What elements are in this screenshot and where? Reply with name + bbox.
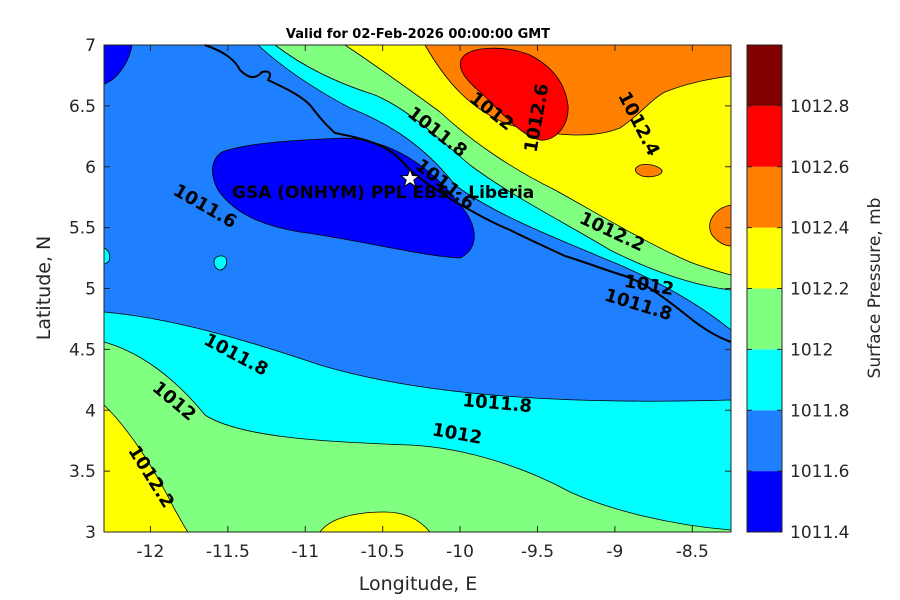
y-tick-label: 4 — [85, 401, 96, 421]
band-1011-4-corner — [103, 44, 133, 85]
colorbar-swatch — [747, 410, 782, 472]
x-tick-label: -11 — [291, 542, 319, 562]
map-plot-area: GSA (ONHYM) PPL EBS - Liberia 10121011.8… — [103, 44, 732, 533]
y-tick-label: 7 — [85, 36, 96, 56]
colorbar-tick-label: 1012.8 — [790, 97, 849, 117]
station-star-icon — [399, 167, 421, 188]
band-1011-8-islet — [213, 255, 227, 271]
band-1012-4-small-patch — [634, 164, 663, 178]
x-tick-label: -12 — [137, 542, 165, 562]
y-tick-label: 6 — [85, 158, 96, 178]
colorbar: 1011.4 1011.6 1011.8 1012 1012.2 1012.4 1012.6… — [746, 44, 849, 543]
colorbar-swatch — [747, 471, 782, 532]
x-tick-label: -8.5 — [676, 542, 709, 562]
y-tick-label: 3.5 — [69, 462, 96, 482]
colorbar-tick-label: 1012.6 — [790, 158, 849, 178]
band-1012-2-south — [103, 404, 189, 533]
colorbar-tick-label: 1012.4 — [790, 219, 849, 239]
x-axis-ticks: -12 -11.5 -11 -10.5 -10 -9.5 -9 -8.5 — [137, 45, 709, 562]
band-1012-6-core — [459, 47, 569, 141]
y-tick-label: 6.5 — [69, 97, 96, 117]
colorbar-swatch — [747, 166, 782, 228]
colorbar-swatch — [747, 105, 782, 167]
x-tick-label: -10 — [446, 542, 474, 562]
station-label: GSA (ONHYM) PPL EBS - Liberia — [232, 183, 534, 203]
colorbar-tick-label: 1011.6 — [790, 462, 849, 482]
colorbar-tick-label: 1012.2 — [790, 280, 849, 300]
x-axis-label: Longitude, E — [359, 573, 478, 595]
colorbar-tick-label: 1011.8 — [790, 401, 849, 421]
x-tick-label: -11.5 — [206, 542, 250, 562]
y-tick-label: 5 — [85, 280, 96, 300]
y-tick-label: 3 — [85, 523, 96, 543]
colorbar-swatch — [747, 227, 782, 289]
colorbar-swatch — [747, 349, 782, 411]
band-1012-2-patch — [319, 511, 431, 533]
band-1011-8-west-edge — [103, 247, 111, 265]
y-tick-label: 4.5 — [69, 340, 96, 360]
colorbar-swatch — [747, 288, 782, 350]
band-1012-south — [103, 341, 732, 533]
x-tick-label: -9.5 — [521, 542, 554, 562]
colorbar-tick-label: 1011.4 — [790, 523, 849, 543]
map-title: Valid for 02-Feb-2026 00:00:00 GMT — [286, 27, 550, 42]
x-tick-label: -10.5 — [361, 542, 405, 562]
y-axis-label: Latitude, N — [33, 236, 55, 341]
y-tick-label: 5.5 — [69, 219, 96, 239]
band-1012-4-east-patch — [709, 204, 732, 247]
coastline — [204, 44, 732, 343]
x-tick-label: -9 — [606, 542, 623, 562]
colorbar-swatch — [747, 45, 782, 106]
colorbar-tick-label: 1012 — [790, 340, 833, 360]
y-axis-ticks: 3 3.5 4 4.5 5 5.5 6 6.5 7 — [69, 36, 731, 543]
colorbar-label: Surface Pressure, mb — [865, 198, 885, 379]
